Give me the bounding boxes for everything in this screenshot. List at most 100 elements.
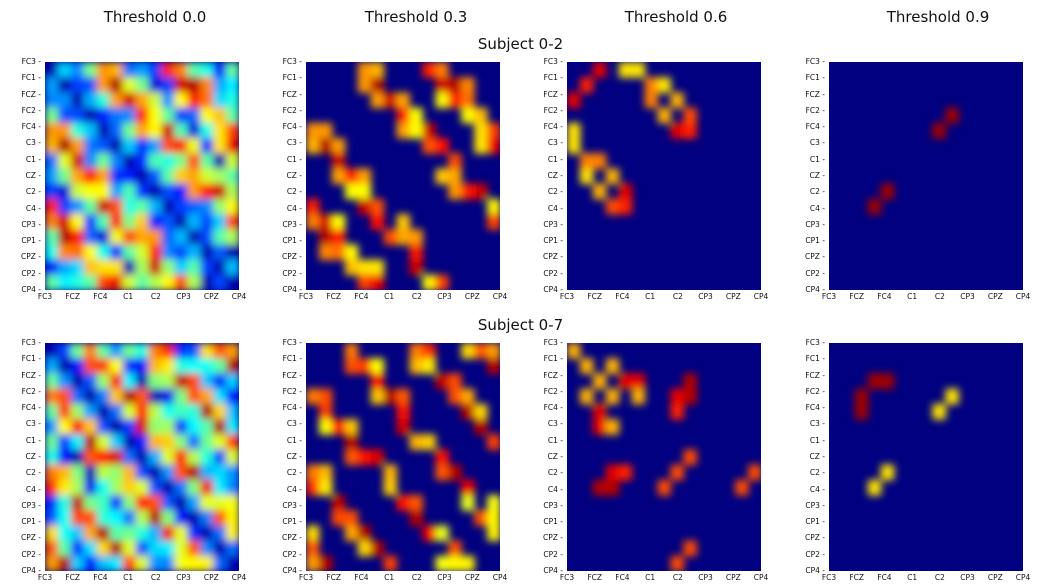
heatmap-cell: [161, 62, 175, 78]
heatmap-cell: [370, 358, 385, 374]
heatmap-cell: [461, 495, 475, 511]
y-tick-label: FC2 -: [21, 386, 41, 396]
heatmap-cell: [96, 388, 111, 405]
heatmap-cell: [96, 274, 111, 290]
heatmap-cell: [135, 555, 150, 571]
x-tick-label: CP4: [492, 573, 508, 582]
heatmap-cell: [435, 77, 449, 93]
heatmap-cell: [318, 244, 333, 261]
heatmap-cell: [174, 388, 188, 405]
heatmap-cell: [200, 153, 214, 169]
heatmap-cell: [618, 62, 633, 78]
heatmap-background: [567, 62, 761, 290]
heatmap-cell: [318, 388, 333, 405]
heatmap-cell: [57, 274, 72, 290]
heatmap-cell: [161, 244, 175, 261]
heatmap-panel: [829, 343, 1023, 571]
y-tick-label: FC2 -: [805, 105, 825, 115]
heatmap-cell: [148, 183, 162, 200]
heatmap-cell: [683, 373, 697, 390]
heatmap-cell: [83, 183, 98, 200]
heatmap-cell: [161, 419, 175, 435]
heatmap-cell: [422, 358, 436, 374]
heatmap-cell: [187, 77, 201, 93]
heatmap-cell: [70, 77, 85, 93]
heatmap-cell: [96, 403, 111, 420]
heatmap-cell: [331, 244, 346, 261]
heatmap-cell: [57, 92, 72, 109]
heatmap-cell: [331, 214, 346, 230]
heatmap-cell: [57, 198, 72, 215]
heatmap-cell: [148, 388, 162, 405]
heatmap-cell: [422, 525, 436, 542]
heatmap-cell: [331, 168, 346, 185]
heatmap-cell: [122, 434, 137, 450]
heatmap-cell: [226, 388, 239, 405]
heatmap-cell: [57, 464, 72, 481]
y-tick-label: FC4 -: [543, 122, 563, 132]
heatmap-cell: [461, 388, 475, 405]
y-tick-label: CP1 -: [805, 517, 825, 527]
heatmap-cell: [213, 403, 227, 420]
heatmap-cell: [135, 183, 150, 200]
heatmap-background: [829, 343, 1023, 571]
heatmap-cell: [109, 343, 124, 359]
heatmap-cell: [683, 388, 697, 405]
heatmap-cell: [344, 449, 359, 466]
x-tick-label: CPZ: [464, 292, 480, 301]
heatmap-cell: [148, 419, 162, 435]
y-tick-label: FC4 -: [805, 122, 825, 132]
heatmap-cell: [880, 373, 895, 390]
y-tick-label: FC3 -: [543, 57, 563, 66]
heatmap-cell: [213, 229, 227, 245]
x-tick-label: FC4: [615, 292, 630, 301]
heatmap-cell: [409, 510, 423, 526]
heatmap-cell: [70, 388, 85, 405]
y-tick-label: CP1 -: [21, 517, 41, 527]
x-tick-label: CP3: [176, 573, 191, 582]
heatmap-cell: [226, 214, 239, 230]
heatmap-cell: [135, 229, 150, 245]
y-tick-label: FC3 -: [21, 338, 41, 347]
heatmap-cell: [161, 495, 175, 511]
heatmap-cell: [461, 555, 475, 571]
heatmap-cell: [213, 198, 227, 215]
heatmap-cell: [161, 479, 175, 496]
heatmap-cell: [357, 168, 372, 185]
heatmap-cell: [422, 434, 436, 450]
y-tick-label: FC3 -: [805, 338, 825, 347]
heatmap-cell: [83, 358, 98, 374]
heatmap-cell: [122, 495, 137, 511]
heatmap-cell: [409, 495, 423, 511]
heatmap-cell: [474, 510, 488, 526]
heatmap-cell: [161, 510, 175, 526]
heatmap-cell: [135, 419, 150, 435]
heatmap-cell: [226, 122, 239, 139]
heatmap-cell: [122, 479, 137, 496]
heatmap-cell: [226, 138, 239, 154]
y-tick-label: CP2 -: [805, 549, 825, 559]
y-tick-label: FCZ -: [543, 370, 563, 380]
heatmap-cell: [422, 343, 436, 359]
y-tick-label: CP1 -: [282, 517, 302, 527]
y-tick-label: CZ -: [25, 452, 41, 461]
heatmap-cell: [396, 214, 411, 230]
x-tick-label: FCZ: [849, 292, 865, 301]
heatmap-cell: [83, 122, 98, 139]
row-title: Subject 0-2: [477, 35, 564, 53]
heatmap-cell: [122, 343, 137, 359]
heatmap-cell: [109, 62, 124, 78]
heatmap-cell: [135, 168, 150, 185]
heatmap-cell: [605, 168, 620, 185]
heatmap-cell: [135, 434, 150, 450]
heatmap-cell: [867, 198, 882, 215]
x-tick-label: FC3: [298, 573, 314, 582]
heatmap-cell: [448, 555, 462, 571]
heatmap-cell: [122, 358, 137, 374]
heatmap-cell: [187, 343, 201, 359]
heatmap-cell: [226, 373, 239, 390]
heatmap-cell: [200, 419, 214, 435]
y-tick-label: CP3 -: [805, 500, 825, 510]
heatmap-cell: [448, 168, 462, 185]
heatmap-cell: [148, 358, 162, 374]
